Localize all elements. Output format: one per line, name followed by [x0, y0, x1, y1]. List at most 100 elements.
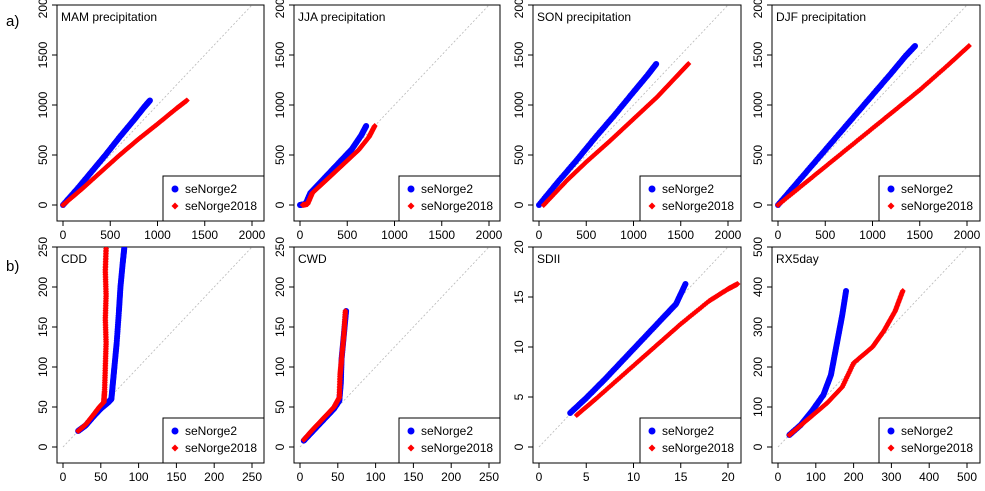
y-tick-label: 2000 — [36, 0, 50, 18]
panel-title: SDII — [537, 252, 560, 266]
plot-frame — [771, 4, 981, 222]
series-seNorge2018 — [775, 43, 972, 208]
panel-title: CDD — [61, 252, 87, 266]
legend-marker — [407, 185, 415, 193]
data-point — [912, 43, 919, 49]
data-point — [121, 247, 128, 252]
y-tick-label: 100 — [36, 357, 50, 377]
y-tick-label: 1000 — [751, 91, 765, 118]
legend-box — [398, 175, 501, 222]
legend-box — [878, 417, 981, 464]
legend: seNorge2 seNorge2018 — [398, 417, 501, 464]
x-tick-label: 100 — [806, 470, 826, 484]
x-tick-label: 1500 — [191, 228, 218, 242]
panel-3: SON precipitation 0 500 1000 1500 2000 0 500 100… — [512, 0, 742, 242]
data-point — [146, 97, 153, 104]
legend-label: seNorge2 — [185, 182, 237, 196]
y-tick-label: 0 — [751, 201, 765, 208]
x-tick-label: 0 — [536, 470, 543, 484]
y-tick-label: 150 — [36, 317, 50, 337]
data-point — [183, 97, 190, 104]
x-tick-label: 0 — [536, 228, 543, 242]
plot-frame — [293, 246, 501, 464]
x-tick-label: 500 — [957, 470, 977, 484]
y-tick-label: 200 — [36, 277, 50, 297]
y-tick-label: 2000 — [512, 0, 526, 18]
legend-marker — [407, 427, 415, 435]
legend-marker — [887, 444, 895, 452]
y-tick-label: 100 — [273, 357, 287, 377]
y-tick-label: 500 — [36, 145, 50, 165]
legend: seNorge2 seNorge2018 — [398, 175, 501, 222]
y-tick-label: 500 — [512, 145, 526, 165]
data-point — [363, 123, 370, 129]
x-tick-label: 150 — [403, 470, 423, 484]
panel-8: RX5day 0 100 200 300 400 500 0 100 200 300 400 500 se… — [751, 237, 981, 484]
panel-1: MAM precipitation 0 500 1000 1500 2000 0 500 100… — [36, 0, 266, 242]
legend-box — [162, 417, 265, 464]
legend: seNorge2 seNorge2018 — [639, 417, 742, 464]
legend-marker — [407, 202, 415, 210]
y-tick-label: 1500 — [512, 41, 526, 68]
data-point — [103, 247, 110, 252]
x-tick-label: 150 — [166, 470, 186, 484]
panel-6: CWD 0 50 100 150 200 250 0 50 100 150 200 250 seNorge… — [273, 237, 501, 484]
series-seNorge2 — [775, 43, 919, 208]
series-seNorge2 — [786, 288, 850, 438]
y-tick-label: 1000 — [36, 91, 50, 118]
plot-frame — [771, 246, 981, 464]
series-seNorge2 — [60, 97, 153, 208]
y-tick-label: 2000 — [273, 0, 287, 18]
x-tick-label: 1500 — [428, 228, 455, 242]
x-tick-label: 0 — [297, 470, 304, 484]
y-tick-label: 0 — [512, 201, 526, 208]
y-tick-label: 250 — [273, 237, 287, 257]
legend-marker — [648, 427, 656, 435]
y-tick-label: 400 — [751, 277, 765, 297]
series-seNorge2018 — [786, 288, 906, 438]
data-point — [653, 61, 660, 67]
legend-label: seNorge2018 — [185, 199, 257, 213]
y-tick-label: 0 — [36, 201, 50, 208]
legend: seNorge2 seNorge2018 — [162, 417, 265, 464]
x-tick-label: 300 — [881, 470, 901, 484]
x-tick-label: 100 — [129, 470, 149, 484]
plot-frame — [532, 4, 742, 222]
series-seNorge2018 — [75, 247, 110, 434]
legend-box — [639, 417, 742, 464]
panel-title: JJA precipitation — [298, 10, 385, 24]
legend-box — [162, 175, 265, 222]
x-tick-label: 100 — [366, 470, 386, 484]
legend-marker — [887, 427, 895, 435]
y-tick-label: 500 — [273, 145, 287, 165]
y-tick-label: 1000 — [512, 91, 526, 118]
x-tick-label: 2000 — [715, 228, 742, 242]
row-label-a: a) — [6, 13, 19, 30]
legend: seNorge2 seNorge2018 — [639, 175, 742, 222]
y-tick-label: 20 — [512, 240, 526, 254]
legend-marker — [171, 202, 179, 210]
plot-frame — [293, 4, 501, 222]
data-point — [371, 123, 378, 129]
series-seNorge2018 — [300, 308, 349, 443]
legend-marker — [648, 185, 656, 193]
y-tick-label: 1500 — [751, 41, 765, 68]
y-tick-label: 500 — [751, 145, 765, 165]
row-label-b: b) — [6, 258, 19, 275]
x-tick-label: 250 — [479, 470, 499, 484]
series-seNorge2 — [297, 123, 370, 208]
x-tick-label: 1500 — [906, 228, 933, 242]
data-point — [899, 288, 906, 294]
legend-marker — [171, 185, 179, 193]
x-tick-label: 500 — [337, 228, 357, 242]
legend-box — [639, 175, 742, 222]
x-tick-label: 200 — [441, 470, 461, 484]
panel-title: DJF precipitation — [776, 10, 866, 24]
legend-label: seNorge2018 — [421, 441, 493, 455]
y-tick-label: 0 — [512, 443, 526, 450]
legend-label: seNorge2 — [662, 182, 714, 196]
legend: seNorge2 seNorge2018 — [878, 175, 981, 222]
y-tick-label: 200 — [751, 357, 765, 377]
y-tick-label: 50 — [273, 400, 287, 414]
x-tick-label: 400 — [919, 470, 939, 484]
